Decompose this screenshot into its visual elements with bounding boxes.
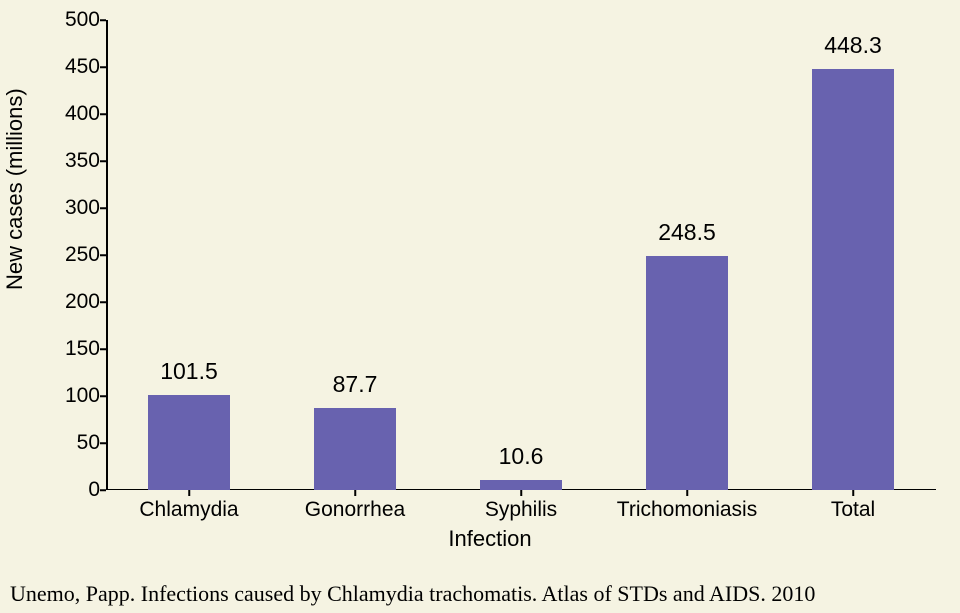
y-tick-label: 50 [50,431,100,455]
bar-value-label: 10.6 [499,443,544,470]
bar-group: 448.3Total [778,20,928,490]
x-axis-label: Infection [448,526,531,552]
x-tick-mark [686,490,688,496]
y-tick-label: 500 [50,8,100,32]
y-tick-mark [100,442,106,444]
chart-container: New cases (millions) 101.5Chlamydia87.7G… [30,10,950,570]
x-tick-mark [354,490,356,496]
y-axis-label: New cases (millions) [2,88,28,290]
y-tick-mark [100,348,106,350]
y-tick-label: 200 [50,290,100,314]
bar-category-label: Chlamydia [139,498,238,522]
bar-category-label: Trichomoniasis [617,498,757,522]
citation-text: Unemo, Papp. Infections caused by Chlamy… [10,581,815,607]
y-tick-mark [100,113,106,115]
bar: 101.5 [148,395,230,490]
y-tick-mark [100,66,106,68]
y-tick-label: 400 [50,102,100,126]
bar-group: 87.7Gonorrhea [280,20,430,490]
bar-group: 248.5Trichomoniasis [612,20,762,490]
bar: 10.6 [480,480,562,490]
bars-row: 101.5Chlamydia87.7Gonorrhea10.6Syphilis2… [106,20,936,490]
y-tick-mark [100,160,106,162]
bar-category-label: Gonorrhea [305,498,405,522]
y-tick-mark [100,254,106,256]
bar-group: 10.6Syphilis [446,20,596,490]
y-tick-mark [100,19,106,21]
bar-value-label: 101.5 [160,358,218,385]
x-tick-mark [852,490,854,496]
y-tick-label: 350 [50,149,100,173]
bar: 248.5 [646,256,728,490]
y-tick-label: 100 [50,384,100,408]
bar-value-label: 448.3 [824,32,882,59]
y-tick-mark [100,207,106,209]
y-tick-label: 0 [50,478,100,502]
y-tick-mark [100,301,106,303]
x-tick-mark [188,490,190,496]
bar-value-label: 248.5 [658,219,716,246]
y-tick-label: 450 [50,55,100,79]
bar-group: 101.5Chlamydia [114,20,264,490]
y-tick-label: 250 [50,243,100,267]
bar-category-label: Syphilis [485,498,557,522]
bar: 448.3 [812,69,894,490]
bar: 87.7 [314,408,396,490]
y-tick-label: 150 [50,337,100,361]
bar-category-label: Total [831,498,875,522]
bar-value-label: 87.7 [333,371,378,398]
y-tick-label: 300 [50,196,100,220]
y-tick-mark [100,395,106,397]
y-tick-mark [100,489,106,491]
plot-area: 101.5Chlamydia87.7Gonorrhea10.6Syphilis2… [106,20,936,490]
x-tick-mark [520,490,522,496]
